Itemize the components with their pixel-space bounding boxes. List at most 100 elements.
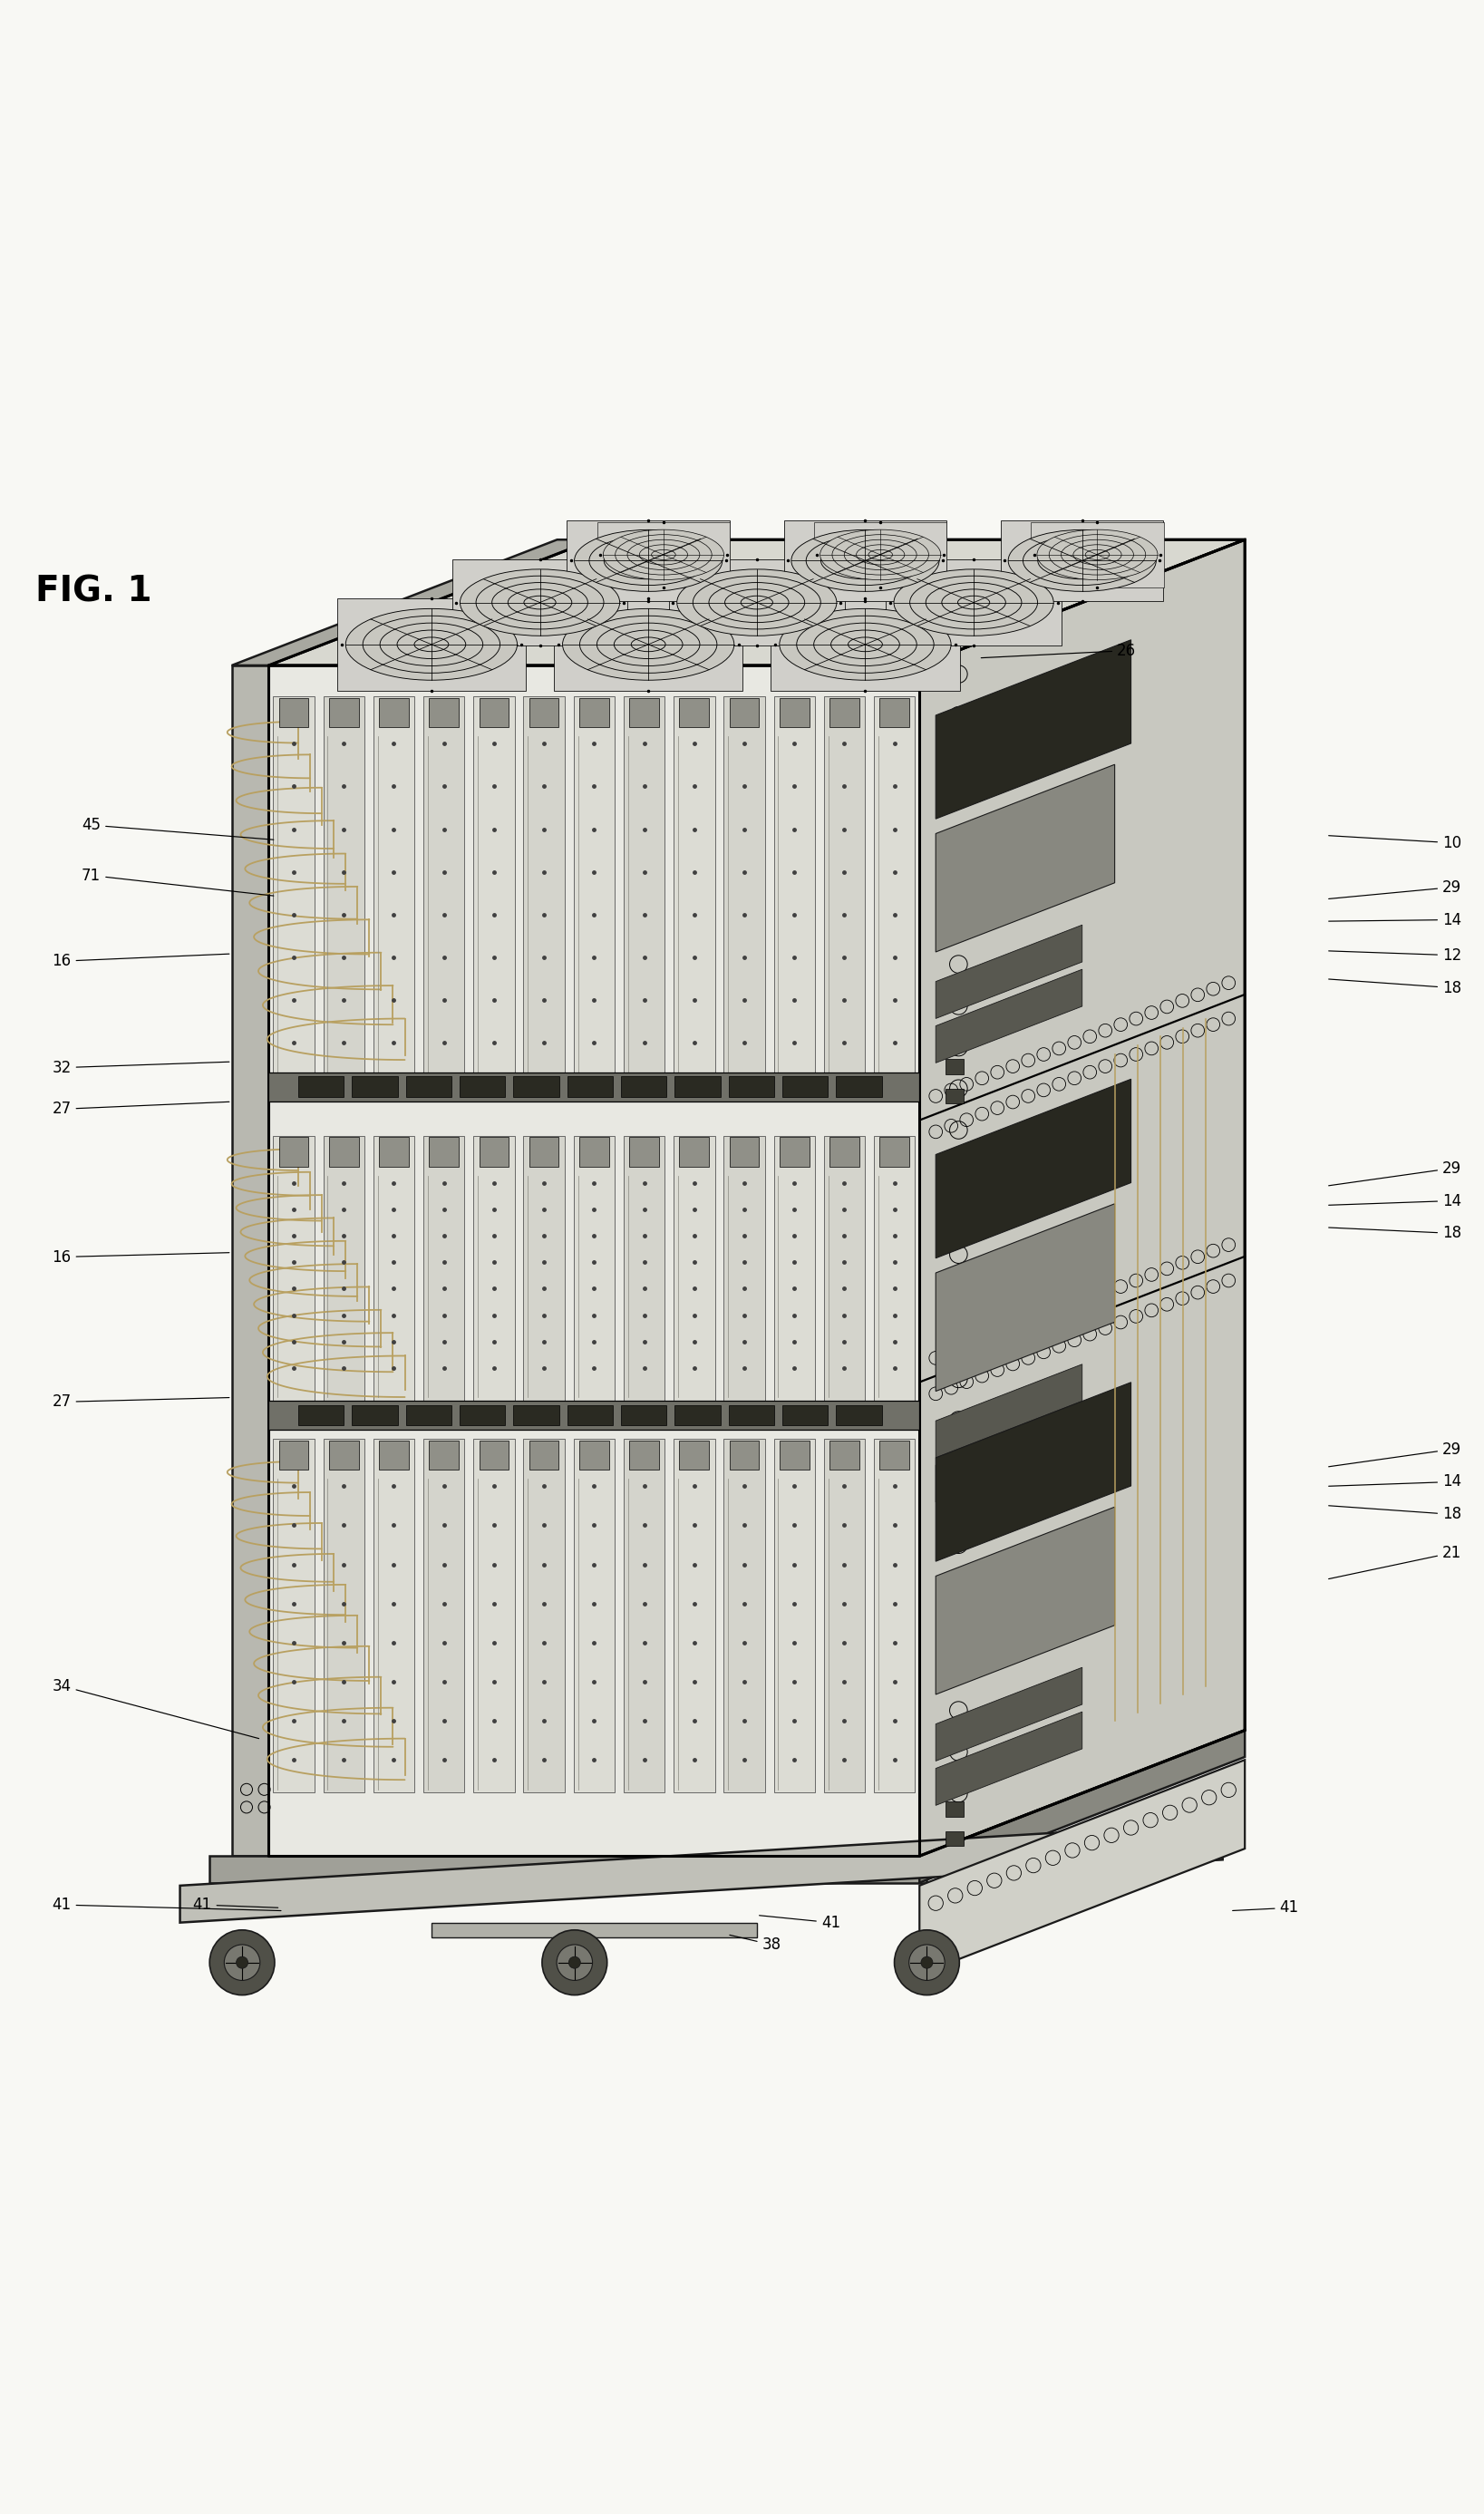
FancyBboxPatch shape bbox=[830, 1136, 859, 1166]
FancyBboxPatch shape bbox=[945, 1498, 963, 1513]
Text: 16: 16 bbox=[52, 1249, 229, 1265]
FancyBboxPatch shape bbox=[324, 696, 365, 1076]
Text: 26: 26 bbox=[981, 644, 1137, 659]
FancyBboxPatch shape bbox=[674, 696, 715, 1076]
FancyBboxPatch shape bbox=[573, 696, 614, 1076]
Text: 45: 45 bbox=[82, 817, 273, 840]
FancyBboxPatch shape bbox=[279, 699, 309, 727]
FancyBboxPatch shape bbox=[432, 1923, 757, 1938]
FancyBboxPatch shape bbox=[782, 1405, 828, 1425]
FancyBboxPatch shape bbox=[579, 1136, 608, 1166]
Text: 41: 41 bbox=[760, 1916, 840, 1931]
FancyBboxPatch shape bbox=[784, 520, 947, 601]
FancyBboxPatch shape bbox=[423, 1136, 464, 1400]
Text: 71: 71 bbox=[82, 867, 273, 895]
Text: 29: 29 bbox=[1328, 1441, 1462, 1466]
Circle shape bbox=[209, 1931, 275, 1996]
FancyBboxPatch shape bbox=[473, 696, 515, 1076]
FancyBboxPatch shape bbox=[460, 1405, 506, 1425]
Text: 18: 18 bbox=[1328, 1506, 1462, 1523]
Text: 38: 38 bbox=[730, 1936, 781, 1953]
Ellipse shape bbox=[574, 530, 723, 591]
FancyBboxPatch shape bbox=[473, 1136, 515, 1400]
FancyBboxPatch shape bbox=[680, 1441, 709, 1471]
FancyBboxPatch shape bbox=[324, 1438, 365, 1792]
Polygon shape bbox=[936, 1204, 1114, 1390]
FancyBboxPatch shape bbox=[730, 699, 758, 727]
Text: 12: 12 bbox=[1328, 948, 1462, 963]
Text: 32: 32 bbox=[52, 1058, 229, 1076]
FancyBboxPatch shape bbox=[623, 1136, 665, 1400]
FancyBboxPatch shape bbox=[680, 699, 709, 727]
FancyBboxPatch shape bbox=[378, 1441, 408, 1471]
FancyBboxPatch shape bbox=[886, 558, 1061, 646]
FancyBboxPatch shape bbox=[554, 598, 742, 691]
FancyBboxPatch shape bbox=[945, 1529, 963, 1544]
Circle shape bbox=[568, 1956, 580, 1968]
Polygon shape bbox=[180, 1823, 1223, 1923]
FancyBboxPatch shape bbox=[773, 1136, 815, 1400]
FancyBboxPatch shape bbox=[460, 1076, 506, 1096]
Ellipse shape bbox=[346, 608, 518, 681]
FancyBboxPatch shape bbox=[453, 558, 628, 646]
FancyBboxPatch shape bbox=[945, 1830, 963, 1845]
FancyBboxPatch shape bbox=[880, 1441, 910, 1471]
FancyBboxPatch shape bbox=[874, 1438, 916, 1792]
FancyBboxPatch shape bbox=[674, 1438, 715, 1792]
FancyBboxPatch shape bbox=[329, 1441, 359, 1471]
FancyBboxPatch shape bbox=[779, 699, 809, 727]
Ellipse shape bbox=[562, 608, 735, 681]
FancyBboxPatch shape bbox=[579, 1441, 608, 1471]
FancyBboxPatch shape bbox=[279, 1441, 309, 1471]
FancyBboxPatch shape bbox=[298, 1076, 344, 1096]
FancyBboxPatch shape bbox=[824, 1438, 865, 1792]
Circle shape bbox=[922, 1956, 933, 1968]
Text: 34: 34 bbox=[52, 1677, 258, 1740]
Circle shape bbox=[236, 1956, 248, 1968]
FancyBboxPatch shape bbox=[724, 1438, 764, 1792]
FancyBboxPatch shape bbox=[423, 696, 464, 1076]
Text: 16: 16 bbox=[52, 953, 229, 970]
Text: 21: 21 bbox=[1328, 1544, 1462, 1579]
Polygon shape bbox=[936, 970, 1082, 1063]
FancyBboxPatch shape bbox=[597, 523, 730, 588]
FancyBboxPatch shape bbox=[378, 1136, 408, 1166]
FancyBboxPatch shape bbox=[835, 1405, 881, 1425]
FancyBboxPatch shape bbox=[269, 1071, 920, 1101]
FancyBboxPatch shape bbox=[429, 1136, 459, 1166]
FancyBboxPatch shape bbox=[770, 598, 960, 691]
Circle shape bbox=[556, 1946, 592, 1981]
FancyBboxPatch shape bbox=[945, 1058, 963, 1073]
FancyBboxPatch shape bbox=[815, 523, 947, 588]
FancyBboxPatch shape bbox=[530, 1136, 559, 1166]
FancyBboxPatch shape bbox=[530, 1441, 559, 1471]
Polygon shape bbox=[936, 1079, 1131, 1257]
FancyBboxPatch shape bbox=[680, 1136, 709, 1166]
FancyBboxPatch shape bbox=[773, 1438, 815, 1792]
FancyBboxPatch shape bbox=[629, 1136, 659, 1166]
Polygon shape bbox=[269, 666, 920, 1855]
FancyBboxPatch shape bbox=[378, 699, 408, 727]
FancyBboxPatch shape bbox=[773, 696, 815, 1076]
FancyBboxPatch shape bbox=[824, 696, 865, 1076]
FancyBboxPatch shape bbox=[880, 699, 910, 727]
Polygon shape bbox=[920, 1760, 1245, 1973]
FancyBboxPatch shape bbox=[374, 1438, 414, 1792]
FancyBboxPatch shape bbox=[329, 699, 359, 727]
FancyBboxPatch shape bbox=[567, 1405, 613, 1425]
FancyBboxPatch shape bbox=[279, 1136, 309, 1166]
FancyBboxPatch shape bbox=[830, 699, 859, 727]
FancyBboxPatch shape bbox=[824, 1136, 865, 1400]
FancyBboxPatch shape bbox=[567, 520, 730, 601]
FancyBboxPatch shape bbox=[524, 1136, 564, 1400]
Polygon shape bbox=[920, 541, 1245, 1855]
FancyBboxPatch shape bbox=[724, 1136, 764, 1400]
Polygon shape bbox=[269, 541, 1245, 666]
Polygon shape bbox=[936, 1667, 1082, 1760]
Text: 29: 29 bbox=[1328, 1159, 1462, 1187]
Text: 18: 18 bbox=[1328, 1224, 1462, 1242]
Text: 27: 27 bbox=[52, 1101, 229, 1116]
FancyBboxPatch shape bbox=[620, 1076, 666, 1096]
Ellipse shape bbox=[779, 608, 951, 681]
FancyBboxPatch shape bbox=[623, 696, 665, 1076]
